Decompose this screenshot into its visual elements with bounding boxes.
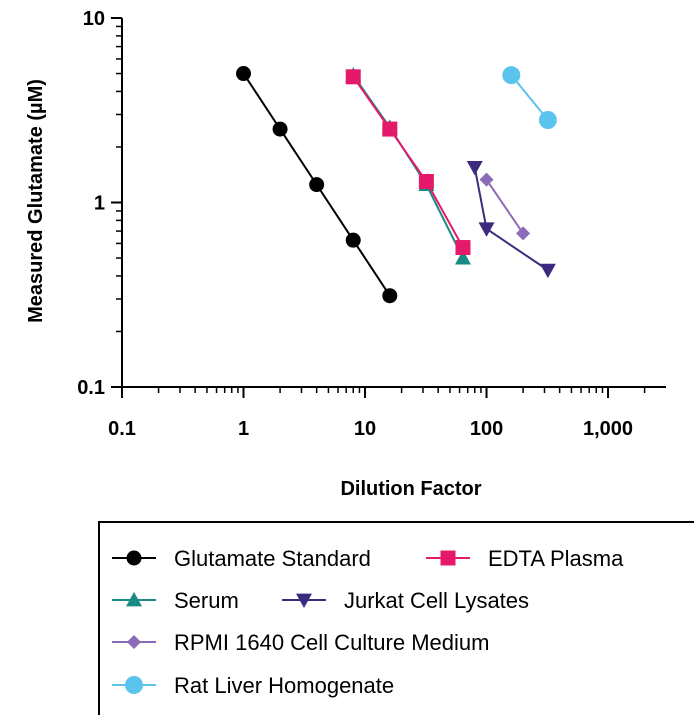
- legend-marker: [296, 593, 312, 608]
- legend-marker: [127, 635, 141, 649]
- x-tick-label: 100: [470, 418, 503, 440]
- data-point: [345, 69, 361, 85]
- x-tick-label: 1,000: [583, 418, 633, 440]
- legend-entry: EDTA Plasma: [426, 546, 624, 571]
- data-point: [538, 110, 557, 129]
- data-point: [516, 226, 531, 241]
- series-edta-plasma: [345, 69, 471, 256]
- data-point: [479, 172, 494, 187]
- plot-area: [236, 66, 557, 304]
- data-point: [454, 250, 471, 265]
- data-point: [539, 263, 556, 279]
- data-point: [309, 177, 325, 193]
- legend-marker: [126, 592, 142, 607]
- legend-marker: [125, 676, 143, 694]
- data-point: [478, 222, 495, 237]
- data-point: [345, 232, 361, 248]
- data-point: [502, 66, 521, 85]
- series-serum: [345, 67, 471, 265]
- legend-label: Jurkat Cell Lysates: [344, 588, 529, 613]
- data-point: [466, 160, 483, 176]
- data-point: [455, 240, 471, 256]
- legend-label: Serum: [174, 588, 239, 613]
- legend-entry: Jurkat Cell Lysates: [282, 588, 529, 613]
- x-tick-label: 0.1: [108, 418, 136, 440]
- series-glutamate-standard: [236, 66, 398, 304]
- legend-label: Glutamate Standard: [174, 546, 371, 571]
- legend-label: Rat Liver Homogenate: [174, 673, 394, 698]
- series-rpmi-1640-cell-culture-medium: [479, 172, 531, 241]
- y-tick-label: 0.1: [77, 377, 105, 399]
- series-line: [485, 179, 524, 234]
- data-point: [272, 121, 288, 137]
- x-axis-title: Dilution Factor: [340, 478, 481, 500]
- legend-entry: Glutamate Standard: [112, 546, 371, 571]
- y-tick-label: 1: [94, 193, 105, 215]
- legend-marker: [440, 550, 456, 566]
- series-jurkat-cell-lysates: [466, 160, 556, 279]
- x-tick-label: 1: [238, 418, 249, 440]
- legend-label: RPMI 1640 Cell Culture Medium: [174, 630, 489, 655]
- legend-entry: Serum: [112, 588, 239, 613]
- series-line: [352, 76, 464, 249]
- legend-marker: [126, 550, 142, 566]
- legend-box: [98, 521, 694, 715]
- series-line: [510, 74, 549, 121]
- legend-entry: Rat Liver Homogenate: [112, 673, 394, 698]
- data-point: [382, 121, 398, 137]
- data-point: [418, 173, 434, 189]
- legend: Glutamate Standard EDTA Plasma Serum Jurkat…: [98, 521, 694, 715]
- data-point: [382, 288, 398, 304]
- axes: 0.1 1 10 100 1,000 0.1 1 10: [77, 8, 666, 440]
- data-point: [236, 66, 252, 82]
- x-tick-label: 10: [354, 418, 376, 440]
- legend-label: EDTA Plasma: [488, 546, 624, 571]
- y-axis-title: Measured Glutamate (µM): [25, 79, 47, 323]
- legend-entry: RPMI 1640 Cell Culture Medium: [112, 630, 489, 655]
- y-tick-label: 10: [83, 8, 105, 30]
- series-line: [352, 74, 464, 259]
- series-rat-liver-homogenate: [502, 66, 557, 129]
